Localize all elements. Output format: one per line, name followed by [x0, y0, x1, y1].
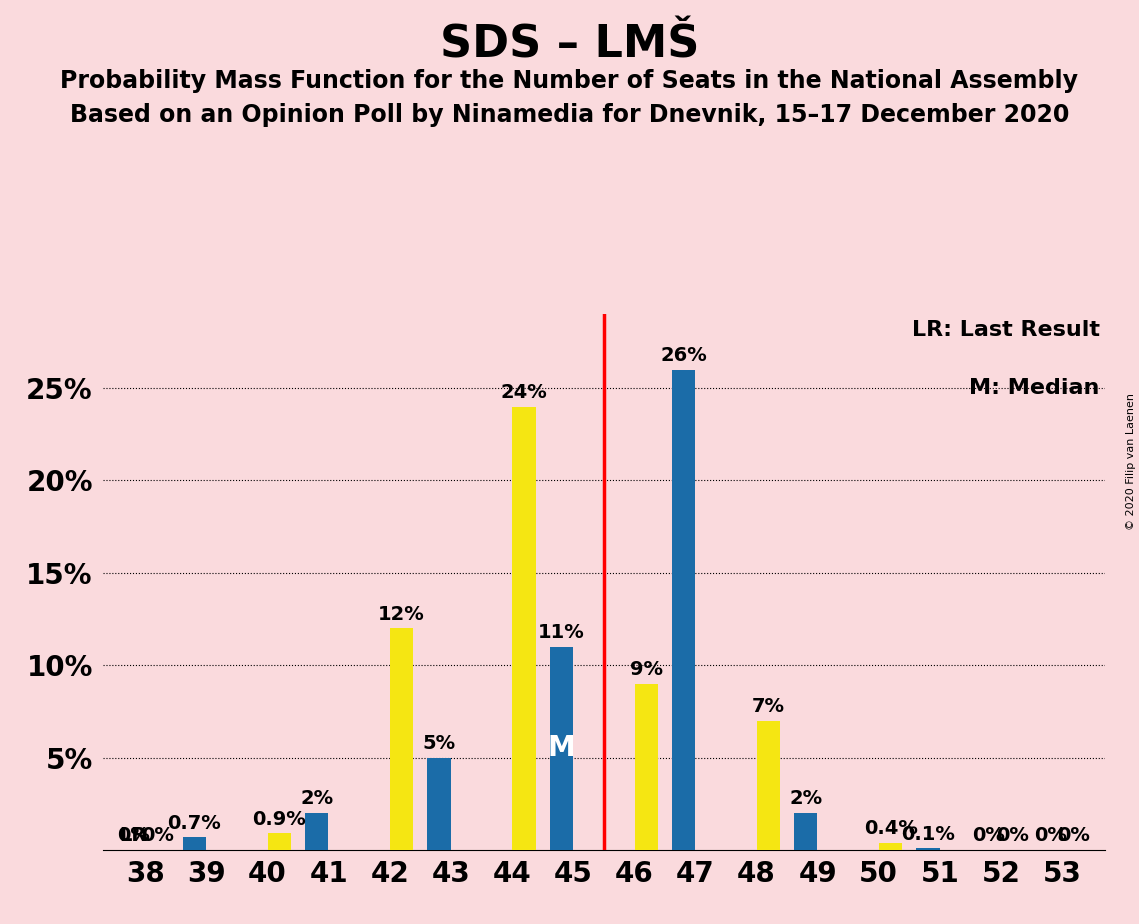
Bar	[794, 813, 818, 850]
Text: 0%: 0%	[973, 826, 1006, 845]
Text: 0.9%: 0.9%	[253, 809, 306, 829]
Text: 12%: 12%	[378, 604, 425, 624]
Text: 2%: 2%	[301, 789, 334, 808]
Bar	[183, 837, 206, 850]
Bar	[879, 843, 902, 850]
Text: © 2020 Filip van Laenen: © 2020 Filip van Laenen	[1125, 394, 1136, 530]
Text: 0%: 0%	[1057, 826, 1090, 845]
Bar	[390, 628, 413, 850]
Text: 0.4%: 0.4%	[863, 819, 918, 838]
Text: Based on an Opinion Poll by Ninamedia for Dnevnik, 15–17 December 2020: Based on an Opinion Poll by Ninamedia fo…	[69, 103, 1070, 128]
Text: 7%: 7%	[752, 697, 785, 716]
Text: 9%: 9%	[630, 660, 663, 679]
Text: 0%: 0%	[141, 826, 173, 845]
Bar	[756, 721, 780, 850]
Text: LR: Last Result: LR: Last Result	[912, 320, 1100, 339]
Text: SDS – LMŠ: SDS – LMŠ	[440, 23, 699, 67]
Text: 0%: 0%	[117, 826, 150, 845]
Text: 24%: 24%	[500, 383, 547, 402]
Text: Probability Mass Function for the Number of Seats in the National Assembly: Probability Mass Function for the Number…	[60, 69, 1079, 93]
Bar	[634, 684, 657, 850]
Text: M: Median: M: Median	[969, 379, 1100, 398]
Text: 0.7%: 0.7%	[167, 813, 221, 833]
Bar	[305, 813, 328, 850]
Bar	[513, 407, 535, 850]
Bar	[916, 848, 940, 850]
Text: LR: LR	[120, 826, 147, 845]
Bar	[427, 758, 451, 850]
Bar	[550, 647, 573, 850]
Text: M: M	[548, 735, 575, 762]
Text: 0%: 0%	[997, 826, 1030, 845]
Text: 11%: 11%	[538, 623, 584, 642]
Text: 5%: 5%	[423, 734, 456, 753]
Text: 2%: 2%	[789, 789, 822, 808]
Bar	[268, 833, 292, 850]
Text: 26%: 26%	[661, 346, 707, 365]
Bar	[672, 370, 695, 850]
Text: 0.1%: 0.1%	[901, 824, 954, 844]
Text: 0%: 0%	[1034, 826, 1066, 845]
